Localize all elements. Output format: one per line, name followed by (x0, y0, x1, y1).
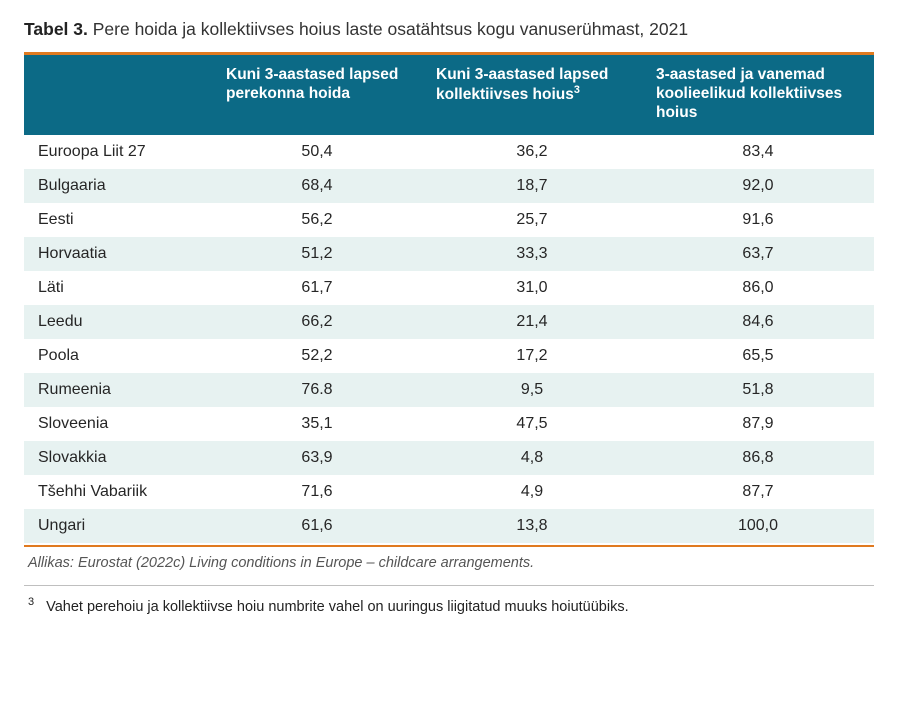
row-value-3: 91,6 (642, 203, 874, 237)
table-row: Poola52,217,265,5 (24, 339, 874, 373)
row-value-1: 61,6 (212, 509, 422, 543)
row-value-2: 4,8 (422, 441, 642, 475)
source-line: Allikas: Eurostat (2022c) Living conditi… (24, 547, 874, 581)
table-row: Eesti56,225,791,6 (24, 203, 874, 237)
row-value-2: 31,0 (422, 271, 642, 305)
table-row: Leedu66,221,484,6 (24, 305, 874, 339)
col-header-3: Kuni 3-aastased lapsed kollektiivses hoi… (422, 55, 642, 135)
caption-label: Tabel 3. (24, 19, 88, 39)
row-value-2: 13,8 (422, 509, 642, 543)
row-value-3: 84,6 (642, 305, 874, 339)
table-caption: Tabel 3. Pere hoida ja kollektiivses hoi… (24, 18, 874, 42)
row-label: Bulgaaria (24, 169, 212, 203)
row-label: Ungari (24, 509, 212, 543)
table-row: Euroopa Liit 2750,436,283,4 (24, 135, 874, 169)
footnote: 3 Vahet perehoiu ja kollektiivse hoiu num… (24, 596, 874, 615)
row-value-3: 65,5 (642, 339, 874, 373)
row-value-2: 17,2 (422, 339, 642, 373)
row-value-1: 56,2 (212, 203, 422, 237)
table-row: Sloveenia35,147,587,9 (24, 407, 874, 441)
row-label: Tšehhi Vabariik (24, 475, 212, 509)
row-label: Euroopa Liit 27 (24, 135, 212, 169)
footnote-divider (24, 585, 874, 586)
row-value-3: 63,7 (642, 237, 874, 271)
row-value-2: 18,7 (422, 169, 642, 203)
table-header-row: Kuni 3-aastased lapsed perekonna hoida K… (24, 55, 874, 135)
col-header-4: 3-aastased ja vanemad koolieelikud kolle… (642, 55, 874, 135)
row-label: Rumeenia (24, 373, 212, 407)
row-value-1: 66,2 (212, 305, 422, 339)
table-row: Tšehhi Vabariik71,64,987,7 (24, 475, 874, 509)
table-row: Horvaatia51,233,363,7 (24, 237, 874, 271)
row-value-2: 36,2 (422, 135, 642, 169)
row-value-1: 52,2 (212, 339, 422, 373)
row-value-2: 4,9 (422, 475, 642, 509)
row-value-3: 83,4 (642, 135, 874, 169)
row-label: Slovakkia (24, 441, 212, 475)
row-value-3: 86,0 (642, 271, 874, 305)
row-value-3: 92,0 (642, 169, 874, 203)
col-header-empty (24, 55, 212, 135)
row-label: Läti (24, 271, 212, 305)
row-label: Poola (24, 339, 212, 373)
col-header-2: Kuni 3-aastased lapsed perekonna hoida (212, 55, 422, 135)
table-row: Slovakkia63,94,886,8 (24, 441, 874, 475)
row-value-1: 61,7 (212, 271, 422, 305)
data-table: Kuni 3-aastased lapsed perekonna hoida K… (24, 55, 874, 543)
row-value-1: 50,4 (212, 135, 422, 169)
table-row: Rumeenia76.89,551,8 (24, 373, 874, 407)
table-row: Bulgaaria68,418,792,0 (24, 169, 874, 203)
footnote-text: Vahet perehoiu ja kollektiivse hoiu numb… (46, 599, 629, 615)
row-value-1: 68,4 (212, 169, 422, 203)
row-value-2: 25,7 (422, 203, 642, 237)
row-value-1: 63,9 (212, 441, 422, 475)
caption-text: Pere hoida ja kollektiivses hoius laste … (88, 19, 688, 39)
row-label: Sloveenia (24, 407, 212, 441)
row-value-2: 47,5 (422, 407, 642, 441)
row-value-3: 100,0 (642, 509, 874, 543)
row-value-1: 51,2 (212, 237, 422, 271)
row-value-1: 71,6 (212, 475, 422, 509)
row-value-3: 87,9 (642, 407, 874, 441)
row-value-2: 33,3 (422, 237, 642, 271)
table-row: Läti61,731,086,0 (24, 271, 874, 305)
table-row: Ungari61,613,8100,0 (24, 509, 874, 543)
footnote-mark: 3 (28, 596, 34, 608)
row-value-1: 76.8 (212, 373, 422, 407)
row-value-3: 51,8 (642, 373, 874, 407)
row-label: Leedu (24, 305, 212, 339)
row-value-2: 21,4 (422, 305, 642, 339)
row-value-3: 87,7 (642, 475, 874, 509)
row-label: Horvaatia (24, 237, 212, 271)
row-label: Eesti (24, 203, 212, 237)
row-value-2: 9,5 (422, 373, 642, 407)
row-value-1: 35,1 (212, 407, 422, 441)
row-value-3: 86,8 (642, 441, 874, 475)
